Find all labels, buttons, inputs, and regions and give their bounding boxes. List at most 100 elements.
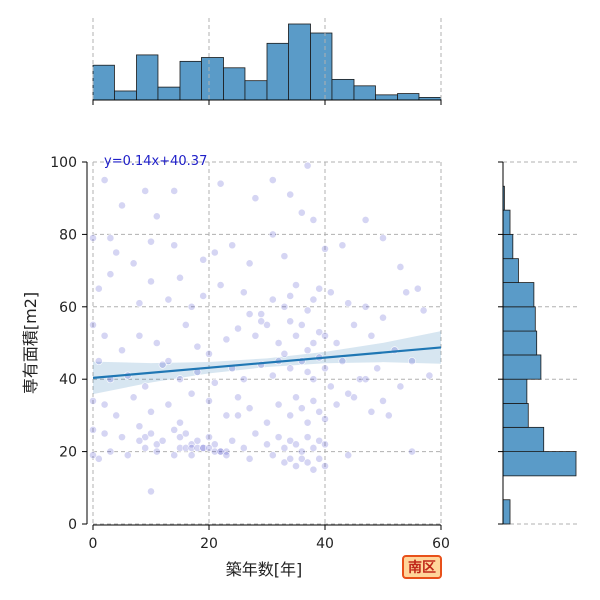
scatter-point <box>89 320 97 329</box>
scatter-point <box>413 284 422 293</box>
scatter-point <box>181 444 190 452</box>
scatter-point <box>286 190 295 199</box>
scatter-point <box>297 454 306 463</box>
scatter-point <box>251 429 260 438</box>
scatter-point <box>245 259 254 268</box>
scatter-point <box>100 400 109 409</box>
scatter-point <box>280 349 289 358</box>
scatter-point <box>205 349 213 358</box>
scatter-point <box>199 444 208 452</box>
scatter-point <box>367 407 376 416</box>
scatter-point <box>216 179 225 188</box>
scatter-point <box>303 418 312 427</box>
scatter-point <box>286 292 295 300</box>
scatter-point <box>118 346 126 355</box>
scatter-point <box>361 216 370 224</box>
scatter-point <box>315 454 324 463</box>
scatter-point <box>187 451 196 460</box>
scatter-point <box>199 292 208 300</box>
top-marginal-histogram <box>92 18 442 105</box>
scatter-point <box>326 288 335 297</box>
scatter-point <box>176 444 184 452</box>
scatter-point <box>147 407 155 416</box>
y-tick-label: 0 <box>68 517 77 533</box>
regression-equation: y=0.14x+40.37 <box>104 154 207 169</box>
scatter-point <box>210 248 219 257</box>
scatter-point <box>100 176 109 184</box>
scatter-point <box>170 241 179 250</box>
scatter-point <box>176 418 184 427</box>
regression-line-layer <box>92 346 442 379</box>
scatter-point <box>94 357 103 365</box>
scatter-point <box>112 411 121 420</box>
scatter-point <box>321 364 329 373</box>
scatter-point <box>373 364 382 373</box>
scatter-point <box>205 397 213 405</box>
scatter-point <box>263 418 271 427</box>
scatter-point <box>141 382 150 391</box>
scatter-point <box>181 429 190 438</box>
scatter-point <box>263 320 271 329</box>
top-hist-bar <box>114 90 137 101</box>
scatter-point <box>280 252 289 261</box>
scatter-point <box>315 328 324 337</box>
scatter-point <box>135 436 144 445</box>
scatter-point <box>315 436 324 445</box>
scatter-point <box>309 444 318 452</box>
scatter-point <box>321 462 329 470</box>
scatter-point <box>147 277 155 286</box>
scatter-point <box>280 444 289 452</box>
scatter-point <box>326 382 335 391</box>
scatter-point <box>344 299 353 308</box>
scatter-point <box>94 284 103 293</box>
scatter-point <box>129 259 138 268</box>
scatter-point <box>257 317 266 326</box>
scatter-point <box>297 447 306 456</box>
scatter-point <box>425 371 434 380</box>
scatter-point <box>303 346 312 355</box>
scatter-point <box>408 447 416 456</box>
scatter-point <box>297 404 306 413</box>
scatter-point <box>245 310 254 318</box>
right-hist-bar <box>502 306 536 332</box>
scatter-point <box>216 281 225 289</box>
top-hist-bar <box>266 42 289 101</box>
scatter-point <box>309 465 318 474</box>
scatter-point <box>274 433 283 442</box>
x-tick-label: 40 <box>316 536 334 552</box>
y-axis-label: 専有面積[m2] <box>21 292 40 394</box>
top-hist-bar <box>136 54 159 101</box>
x-tick-label: 0 <box>89 536 98 552</box>
top-hist-bar <box>223 67 246 101</box>
scatter-point <box>361 375 370 384</box>
scatter-point <box>135 331 144 340</box>
scatter-point <box>147 487 155 496</box>
top-hist-bar <box>244 80 268 101</box>
top-hist-bar <box>331 78 355 101</box>
scatter-point <box>164 295 173 304</box>
scatter-point <box>147 429 155 438</box>
y-tick-label: 60 <box>59 300 77 316</box>
scatter-point <box>193 342 202 351</box>
right-hist-bar <box>502 378 528 404</box>
scatter-point <box>315 407 324 416</box>
top-hist-bar <box>375 94 398 101</box>
scatter-point <box>367 331 376 340</box>
scatter-point <box>292 440 300 449</box>
scatter-point <box>164 400 173 409</box>
x-tick-label: 20 <box>200 536 218 552</box>
scatter-point <box>384 411 393 420</box>
scatter-point <box>89 397 97 405</box>
scatter-point <box>344 389 353 398</box>
scatter-point <box>118 433 126 442</box>
scatter-point <box>286 411 295 420</box>
scatter-point <box>170 451 179 460</box>
scatter-point <box>402 288 411 297</box>
scatter-point <box>106 447 115 456</box>
scatter-point <box>297 320 306 329</box>
scatter-point <box>176 273 184 282</box>
scatter-point <box>344 451 353 460</box>
scatter-point <box>239 444 248 452</box>
scatter-point <box>222 335 231 344</box>
